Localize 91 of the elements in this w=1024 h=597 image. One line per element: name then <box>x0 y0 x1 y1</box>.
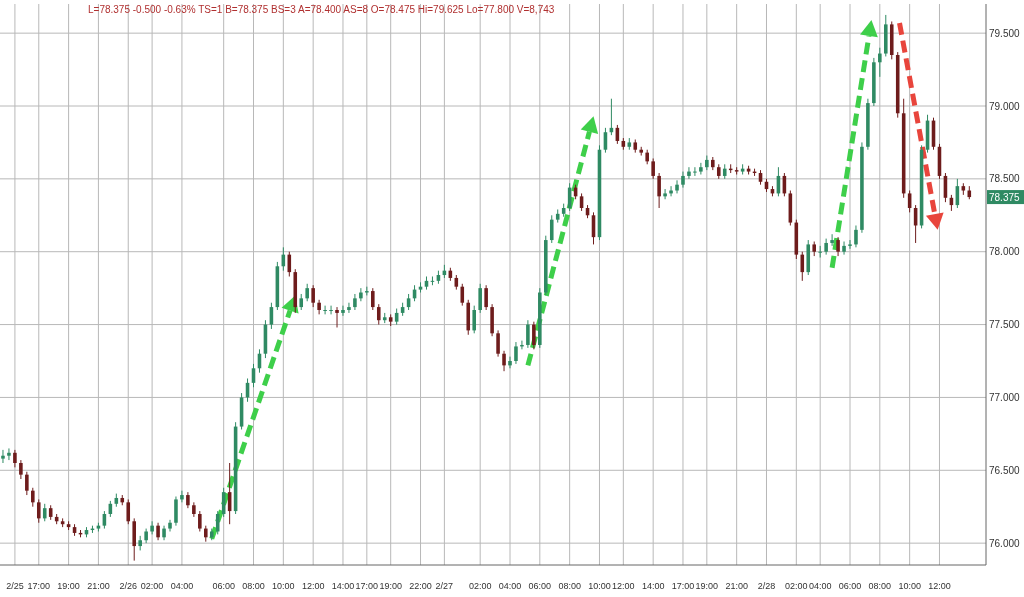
x-tick-label: 10:00 <box>272 581 295 591</box>
candlestick <box>31 487 35 508</box>
text: 78.375 <box>989 191 1021 203</box>
candlestick <box>7 447 11 461</box>
x-tick-label: 04:00 <box>808 581 832 591</box>
candlestick <box>347 302 351 314</box>
x-tick-label: 21:00 <box>87 581 110 591</box>
candlestick <box>335 306 339 328</box>
y-tick-label: 79.000 <box>989 100 1021 112</box>
candlestick <box>663 188 667 200</box>
candlestick <box>848 239 852 250</box>
x-tick-label: 06:00 <box>838 581 862 591</box>
y-tick-label: 79.500 <box>989 27 1021 39</box>
x-tick-label: 12:00 <box>301 581 325 591</box>
candlestick <box>478 283 482 314</box>
candlestick <box>460 283 465 307</box>
x-tick-label: 06:00 <box>528 581 552 591</box>
candlestick <box>532 321 536 350</box>
x-tick-label: 08:00 <box>868 581 892 591</box>
candlestick <box>150 520 154 535</box>
candlestick <box>800 251 805 282</box>
candlestick <box>687 166 691 180</box>
candlestick <box>19 459 23 480</box>
x-tick-label: 19:00 <box>379 581 402 591</box>
x-tick-label: 17:00 <box>671 581 695 591</box>
candlestick <box>878 47 882 78</box>
candlestick <box>198 510 202 532</box>
candlestick <box>359 287 363 302</box>
candlestick <box>25 471 29 496</box>
x-tick-label: 04:00 <box>498 581 522 591</box>
y-tick-label: 76.000 <box>989 537 1021 549</box>
x-tick-label: 06:00 <box>212 581 235 591</box>
candlestick <box>496 329 500 358</box>
y-tick-label: 76.500 <box>989 464 1021 476</box>
candlestick <box>651 157 655 180</box>
x-tick-label: 17:00 <box>355 581 379 591</box>
candlestick <box>818 245 822 259</box>
candlestick <box>180 490 184 503</box>
y-tick-label: 77.500 <box>989 319 1021 331</box>
y-tick-label: 78.000 <box>989 246 1021 258</box>
x-tick-label: 2/28 <box>757 581 776 591</box>
candlestick <box>502 350 506 372</box>
x-tick-label: 02:00 <box>140 581 164 591</box>
x-tick-label: 22:00 <box>409 581 432 591</box>
candlestick <box>472 305 476 334</box>
x-tick-label: 19:00 <box>695 581 719 591</box>
candlestick <box>514 341 518 365</box>
x-tick-label: 21:00 <box>725 581 748 591</box>
candlestick <box>329 305 333 315</box>
x-tick-label: 04:00 <box>170 581 194 591</box>
candlestick <box>1 449 5 464</box>
candlestick <box>842 241 846 256</box>
candlestick <box>341 305 345 317</box>
x-tick-label: 14:00 <box>641 581 665 591</box>
candlestick <box>215 510 220 535</box>
candlestick <box>484 284 488 311</box>
candlestick <box>36 498 41 524</box>
x-tick-label: 08:00 <box>558 581 581 591</box>
x-tick-label: 08:00 <box>242 581 265 591</box>
candlestick <box>371 287 375 311</box>
x-tick-label: 10:00 <box>588 581 611 591</box>
candlestick <box>311 284 315 308</box>
x-tick-label: 2/26 <box>119 581 138 591</box>
candlestick <box>675 179 679 194</box>
y-tick-label: 77.000 <box>989 391 1021 403</box>
x-tick-label: 2/25 <box>6 581 24 591</box>
candlestick <box>693 166 697 177</box>
candlestick <box>699 162 703 175</box>
candlestick <box>317 299 321 315</box>
y-tick-label: 78.500 <box>989 173 1021 185</box>
candlestick <box>126 498 131 525</box>
candlestick <box>526 319 530 349</box>
x-tick-label: 17:00 <box>27 581 51 591</box>
x-tick-label: 02:00 <box>468 581 492 591</box>
candlestick <box>323 305 327 315</box>
candlestick <box>830 233 834 247</box>
annotation: L=78.375 -0.500 -0.63% TS=1 B=78.375 BS=3 A=78.400 AS=8 O=78.475 Hi=79.625 Lo=77.800 V=8,743 <box>88 4 555 15</box>
x-tick-label: 12:00 <box>612 581 635 591</box>
candlestick <box>657 172 661 209</box>
x-tick-label: 12:00 <box>928 581 951 591</box>
candlestick <box>836 236 840 257</box>
x-tick-label: 2/27 <box>435 581 454 591</box>
candlestick <box>376 303 381 326</box>
candlestick <box>508 356 512 369</box>
x-tick-label: 10:00 <box>898 581 921 591</box>
x-tick-label: 02:00 <box>785 581 808 591</box>
x-tick-label: 14:00 <box>331 581 355 591</box>
candlestick <box>854 224 858 248</box>
candlestick <box>174 496 178 527</box>
x-tick-label: 19:00 <box>57 581 80 591</box>
candlestick <box>549 214 554 244</box>
